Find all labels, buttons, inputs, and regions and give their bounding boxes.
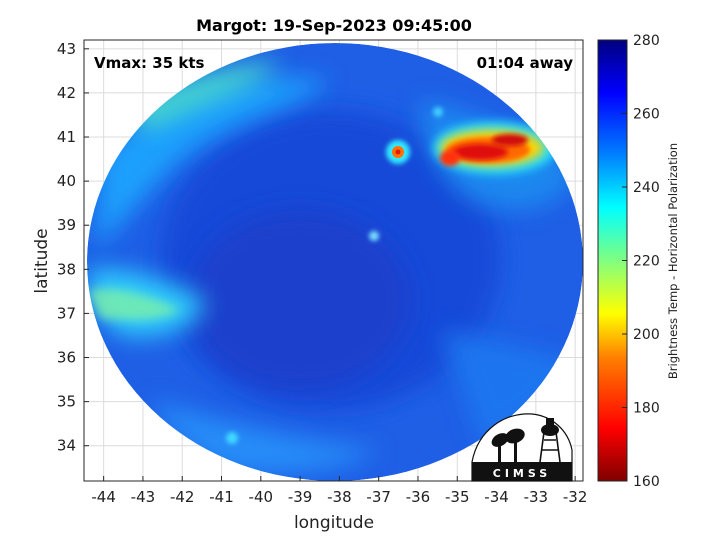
y-tick-labels: 34 35 36 37 38 39 40 41 42 43: [57, 40, 89, 455]
y-tick-label: 37: [57, 304, 76, 322]
x-tick-label: -38: [327, 488, 352, 506]
x-tick-label: -42: [170, 488, 195, 506]
y-tick-label: 40: [57, 172, 76, 190]
x-tick-label: -34: [484, 488, 509, 506]
time-away-annotation: 01:04 away: [477, 54, 574, 72]
logo-text: CIMSS: [493, 467, 551, 480]
colorbar-label: Brightness Temp - Horizontal Polarizatio…: [666, 143, 680, 379]
x-tick-labels: -44 -43 -42 -41 -40 -39 -38 -37 -36 -35 -34 -33 -32: [91, 476, 587, 506]
x-tick-label: -41: [209, 488, 234, 506]
x-tick-label: -32: [563, 488, 588, 506]
colorbar-tick-label: 280: [633, 33, 660, 49]
x-tick-label: -35: [445, 488, 470, 506]
x-tick-label: -43: [131, 488, 156, 506]
y-tick-label: 42: [57, 84, 76, 102]
vmax-annotation: Vmax: 35 kts: [94, 54, 204, 72]
axes-frame: [83, 39, 584, 482]
x-axis-label: longitude: [294, 513, 374, 533]
y-tick-label: 36: [57, 349, 76, 367]
y-axis-label: latitude: [32, 228, 52, 293]
x-tick-label: -39: [288, 488, 313, 506]
cimss-logo: CIMSS: [471, 413, 573, 482]
y-tick-label: 41: [57, 128, 76, 146]
convection-features: [226, 107, 557, 444]
colorbar-tick-label: 260: [633, 107, 660, 123]
colorbar-tick-label: 240: [633, 180, 660, 196]
colorbar-tick-label: 160: [633, 474, 660, 490]
x-tick-label: -37: [366, 488, 391, 506]
y-tick-label: 39: [57, 216, 76, 234]
colorbar-tick-label: 200: [633, 327, 660, 343]
colorbar-tick-label: 180: [633, 401, 660, 417]
y-tick-label: 43: [57, 40, 76, 58]
x-tick-label: -36: [406, 488, 431, 506]
chart-title: Margot: 19-Sep-2023 09:45:00: [196, 16, 472, 35]
colorbar-tick-labels: 160 180 200 220 240 260 280: [622, 33, 660, 490]
swath-image: [87, 43, 583, 481]
colorbar-tick-label: 220: [633, 254, 660, 270]
y-tick-label: 38: [57, 260, 76, 278]
x-tick-label: -33: [524, 488, 549, 506]
y-tick-label: 34: [57, 437, 76, 455]
x-tick-label: -44: [91, 488, 116, 506]
y-tick-label: 35: [57, 393, 76, 411]
x-tick-label: -40: [249, 488, 274, 506]
